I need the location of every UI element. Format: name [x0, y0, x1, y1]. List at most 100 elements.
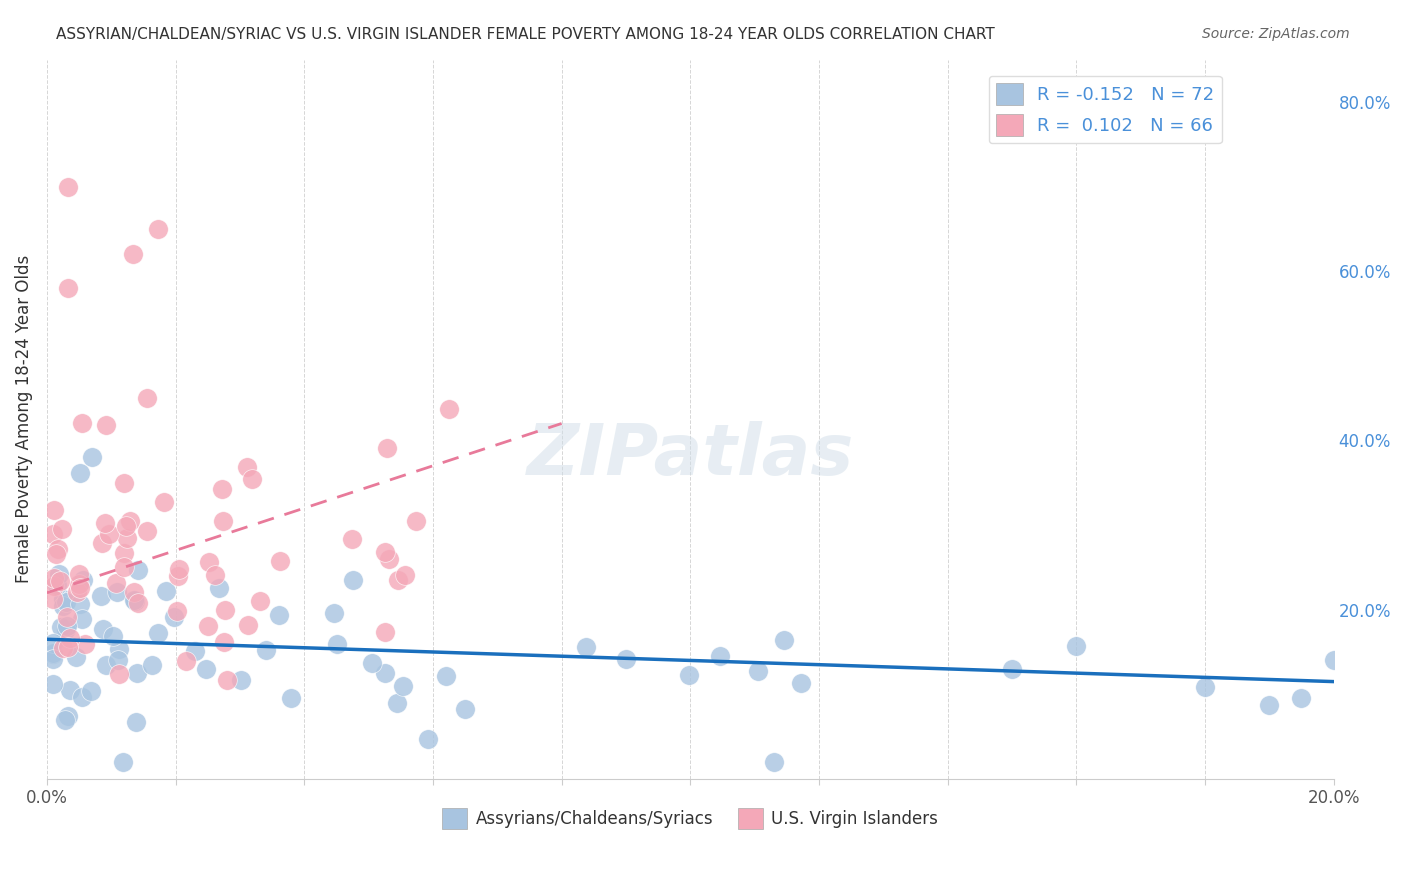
- Point: [42, 527, 65, 541]
- Point: [198, 555, 221, 569]
- Point: [405, 515, 427, 529]
- Point: [69, 597, 91, 611]
- Point: [135, 524, 157, 538]
- Point: [374, 545, 396, 559]
- Point: [155, 583, 177, 598]
- Point: [418, 731, 440, 746]
- Point: [104, 576, 127, 591]
- Point: [167, 569, 190, 583]
- Point: [254, 643, 277, 657]
- Point: [69, 466, 91, 480]
- Point: [614, 652, 637, 666]
- Point: [70, 612, 93, 626]
- Point: [67, 577, 90, 591]
- Point: [49, 574, 72, 588]
- Point: [1323, 653, 1346, 667]
- Point: [80, 684, 103, 698]
- Point: [67, 567, 90, 582]
- Point: [124, 593, 146, 607]
- Text: Source: ZipAtlas.com: Source: ZipAtlas.com: [1202, 27, 1350, 41]
- Point: [229, 673, 252, 688]
- Point: [42, 636, 65, 650]
- Point: [387, 574, 409, 588]
- Point: [112, 475, 135, 490]
- Point: [773, 632, 796, 647]
- Point: [394, 568, 416, 582]
- Point: [55, 594, 77, 608]
- Point: [212, 635, 235, 649]
- Point: [342, 574, 364, 588]
- Point: [45, 548, 67, 562]
- Point: [42, 652, 65, 666]
- Point: [55, 610, 77, 624]
- Point: [53, 713, 76, 727]
- Point: [65, 650, 87, 665]
- Point: [115, 519, 138, 533]
- Point: [124, 584, 146, 599]
- Point: [322, 607, 344, 621]
- Point: [94, 417, 117, 432]
- Point: [163, 610, 186, 624]
- Point: [208, 581, 231, 595]
- Point: [678, 668, 700, 682]
- Point: [385, 696, 408, 710]
- Point: [52, 641, 75, 656]
- Point: [747, 664, 769, 678]
- Point: [391, 679, 413, 693]
- Point: [1291, 690, 1313, 705]
- Point: [374, 666, 396, 681]
- Point: [112, 546, 135, 560]
- Point: [108, 667, 131, 681]
- Point: [211, 514, 233, 528]
- Point: [101, 629, 124, 643]
- Point: [42, 647, 65, 661]
- Point: [174, 654, 197, 668]
- Point: [94, 516, 117, 531]
- Point: [762, 755, 785, 769]
- Point: [1258, 698, 1281, 712]
- Point: [249, 593, 271, 607]
- Point: [141, 657, 163, 672]
- Point: [127, 666, 149, 681]
- Point: [70, 690, 93, 705]
- Point: [48, 567, 70, 582]
- Point: [235, 460, 257, 475]
- Point: [217, 673, 239, 687]
- Point: [105, 585, 128, 599]
- Point: [107, 642, 129, 657]
- Point: [46, 542, 69, 557]
- Point: [211, 482, 233, 496]
- Point: [98, 527, 121, 541]
- Point: [42, 646, 65, 660]
- Point: [146, 626, 169, 640]
- Point: [59, 632, 82, 646]
- Point: [90, 589, 112, 603]
- Point: [112, 755, 135, 769]
- Point: [204, 567, 226, 582]
- Point: [72, 417, 94, 431]
- Point: [454, 702, 477, 716]
- Point: [340, 533, 363, 547]
- Point: [45, 578, 67, 592]
- Point: [112, 559, 135, 574]
- Point: [51, 620, 73, 634]
- Point: [66, 584, 89, 599]
- Point: [42, 571, 65, 585]
- Point: [52, 599, 75, 613]
- Point: [115, 531, 138, 545]
- Point: [122, 593, 145, 607]
- Point: [44, 503, 66, 517]
- Point: [152, 494, 174, 508]
- Point: [375, 441, 398, 455]
- Point: [1064, 640, 1087, 654]
- Point: [58, 640, 80, 655]
- Point: [436, 669, 458, 683]
- Point: [214, 603, 236, 617]
- Point: [127, 563, 149, 577]
- Point: [59, 682, 82, 697]
- Point: [127, 597, 149, 611]
- Point: [120, 514, 142, 528]
- Point: [361, 656, 384, 670]
- Point: [51, 522, 73, 536]
- Point: [94, 658, 117, 673]
